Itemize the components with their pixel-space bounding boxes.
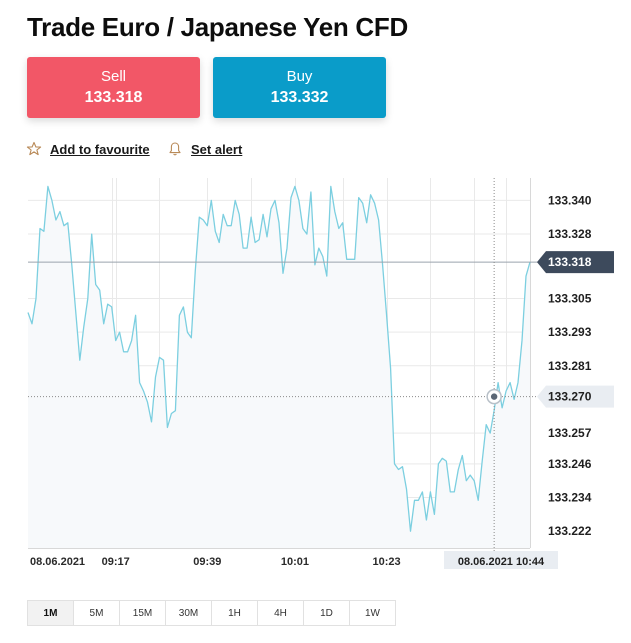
crosshair-time-tag [444,551,558,569]
y-tick-label: 133.281 [548,359,592,373]
y-tick-label: 133.234 [548,491,592,505]
y-tick-label: 133.328 [548,227,592,241]
set-alert-link[interactable]: Set alert [167,141,242,157]
timeframe-1h[interactable]: 1H [212,601,258,625]
x-tick-label: 09:39 [193,556,221,568]
crosshair-dot [490,393,498,400]
x-tick-label: 09:17 [102,556,130,568]
x-tick-label: 10:01 [281,556,309,568]
timeframe-1w[interactable]: 1W [365,607,380,619]
y-axis: 133.340 133.328 133.305 133.293 133.281 133.2… [548,193,592,538]
x-axis: 08.06.2021 09:17 09:39 10:01 10:23 [30,556,401,568]
timeframe-4h[interactable]: 4H [258,601,304,625]
crosshair-price-tag [537,385,614,408]
star-outline-icon [26,141,42,156]
sell-price: 133.318 [84,89,143,106]
price-line [27,185,531,532]
y-tick-label: 133.293 [548,325,592,339]
price-chart[interactable]: 133.340 133.328 133.305 133.293 133.281 133.2… [0,170,631,575]
timeframe-1m[interactable]: 1M [28,601,74,625]
timeframe-selector: 1M 5M 15M 30M 1H 4H 1D 1W [27,600,396,626]
add-to-favourite-label: Add to favourite [50,142,150,157]
timeframe-30m[interactable]: 30M [166,601,212,625]
x-tick-label: 08.06.2021 [30,556,85,568]
page-title: Trade Euro / Japanese Yen CFD [27,12,408,42]
current-price-label: 133.318 [548,255,592,269]
price-tags: 133.318 133.270 08.06.2021 10:44 [444,251,614,569]
x-tick-label: 10:23 [373,556,401,568]
crosshair-time-label: 08.06.2021 10:44 [458,556,545,568]
sell-label: Sell [100,68,126,85]
y-tick-label: 133.257 [548,426,592,440]
set-alert-label: Set alert [191,142,243,157]
buy-button[interactable]: Buy 133.332 [213,57,386,118]
timeframe-15m[interactable]: 15M [120,601,166,625]
price-area [28,186,530,548]
chart-overlay [28,178,540,558]
y-tick-label: 133.246 [548,457,592,471]
sell-button[interactable]: Sell 133.318 [27,57,200,118]
y-tick-label: 133.222 [548,524,592,538]
y-tick-label: 133.305 [548,292,592,306]
add-to-favourite-link[interactable]: Add to favourite [26,141,150,157]
crosshair-price-label: 133.270 [548,390,592,404]
buy-label: Buy [286,68,313,85]
timeframe-5m[interactable]: 5M [74,601,120,625]
buy-price: 133.332 [270,89,329,106]
current-price-tag [537,251,614,274]
timeframe-1d[interactable]: 1D [304,601,350,625]
y-tick-label: 133.340 [548,193,592,207]
bell-icon [169,142,181,156]
